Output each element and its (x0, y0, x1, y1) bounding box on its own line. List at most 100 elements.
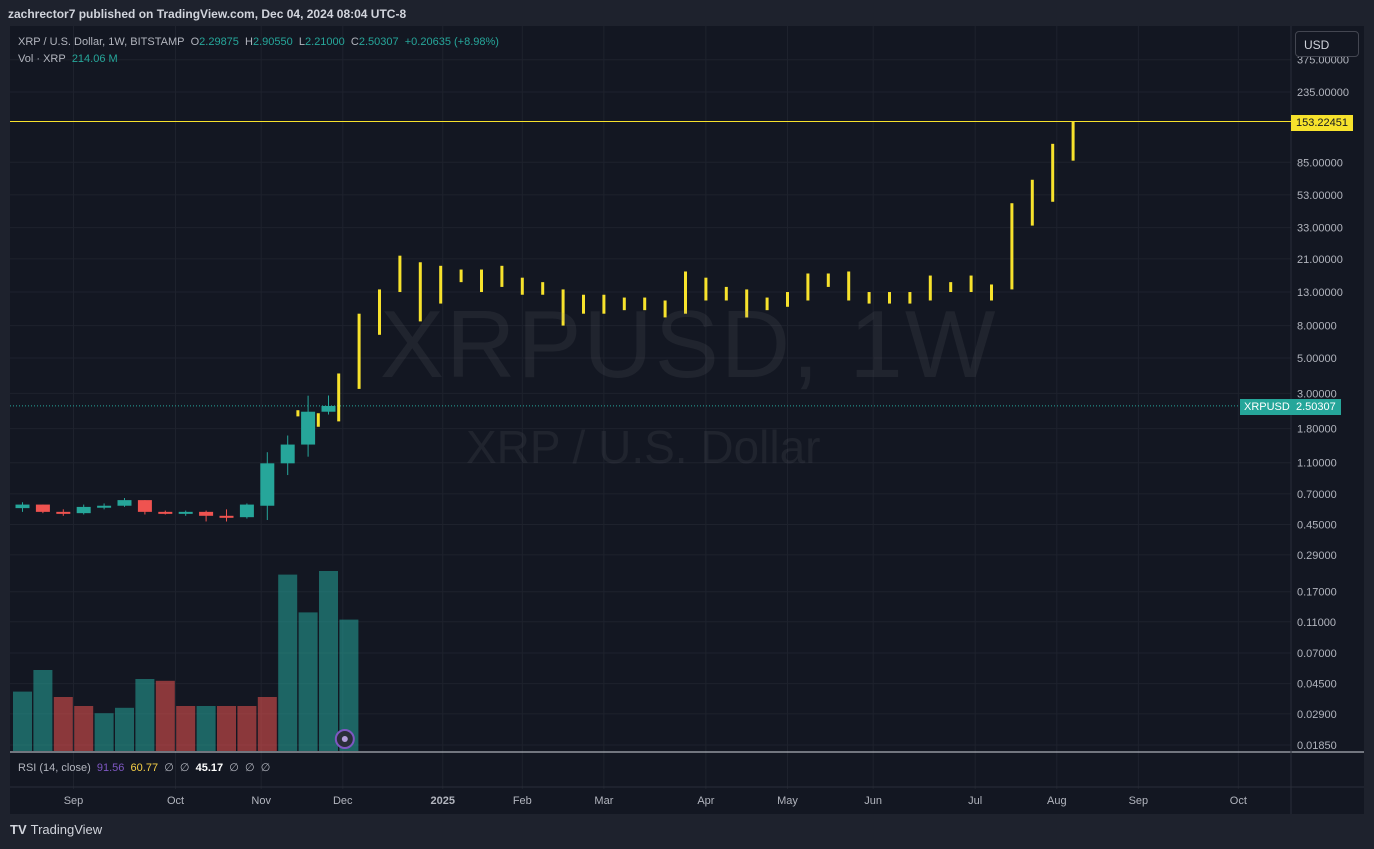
rsi-value-8: ∅ (260, 762, 271, 774)
candle-body (117, 500, 132, 506)
rsi-value-4: ∅ (179, 762, 190, 774)
rsi-legend[interactable]: RSI (14, close) 91.56 60.77 ∅ ∅ 45.17 ∅ … (18, 761, 270, 774)
price-axis-label: 8.00000 (1297, 321, 1337, 333)
projection-bar (684, 271, 687, 314)
projection-bar (888, 292, 891, 304)
brand-name: TradingView (30, 822, 103, 837)
candle-body (260, 463, 275, 506)
projection-bar (949, 282, 953, 293)
volume-bar (298, 612, 318, 751)
rsi-value-6: ∅ (229, 762, 239, 774)
price-axis-label: 0.70000 (1297, 489, 1337, 501)
projection-bar (847, 271, 851, 301)
candle-body (97, 505, 112, 508)
price-axis-label: 0.02900 (1297, 709, 1337, 721)
projection-bar (602, 294, 606, 314)
legend-high-label: H (245, 36, 253, 48)
projection-bar (398, 255, 402, 293)
projection-bar (500, 265, 504, 287)
projection-bar (745, 289, 749, 318)
volume-bar (13, 691, 32, 751)
watermark-symbol: XRPUSD, 1W (380, 291, 998, 398)
candle-body (15, 504, 30, 509)
projection-bar (296, 410, 300, 417)
projection-bar (908, 292, 912, 304)
projection-bar (969, 275, 973, 293)
projection-bar (806, 273, 810, 301)
time-axis-label: Nov (251, 795, 271, 807)
price-axis-label: 3.00000 (1297, 388, 1337, 400)
projection-bar (1051, 143, 1055, 202)
price-axis-label: 0.11000 (1297, 617, 1336, 629)
candle-body (35, 504, 50, 512)
volume-bar (33, 670, 53, 751)
legend-low-label: L (298, 36, 306, 48)
projection-bar (337, 373, 341, 422)
price-axis-label: 33.00000 (1297, 223, 1343, 235)
volume-bar (217, 706, 236, 751)
volume-bar (237, 706, 257, 751)
time-axis-label: Sep (1129, 795, 1149, 807)
projection-bar (1010, 203, 1014, 290)
time-axis-label: Feb (513, 795, 532, 807)
projection-bar (541, 282, 545, 295)
rsi-value-3: ∅ (164, 762, 174, 774)
time-axis-label: Oct (1230, 795, 1247, 807)
candle-body (76, 506, 91, 514)
price-axis-label: 1.10000 (1297, 458, 1337, 470)
price-axis-label: 85.00000 (1297, 157, 1343, 169)
time-axis-label: Mar (594, 795, 613, 807)
candle-body (280, 444, 295, 464)
time-axis-label: Jun (864, 795, 882, 807)
time-axis-label: Apr (697, 795, 714, 807)
candle-body (239, 504, 254, 518)
price-axis-label: 375.00000 (1297, 55, 1349, 67)
time-axis-label: Sep (64, 795, 84, 807)
projection-bar (663, 300, 667, 318)
volume-bar (135, 679, 155, 751)
candle-body (301, 411, 316, 445)
projection-bar (826, 273, 830, 287)
price-axis-label: 0.17000 (1297, 587, 1337, 599)
volume-bar (339, 619, 359, 751)
published-line: zachrector7 published on TradingView.com… (8, 7, 407, 21)
price-axis-label: 0.04500 (1297, 679, 1337, 691)
currency-button[interactable]: USD (1295, 31, 1359, 57)
legend-low: 2.21000 (305, 36, 345, 48)
time-axis-label: Oct (167, 795, 184, 807)
candle-body (56, 511, 71, 514)
projection-bar (357, 313, 361, 389)
volume-label: Vol · XRP (18, 53, 66, 65)
projection-bar (643, 297, 647, 311)
last-price-symbol-label: XRPUSD (1240, 399, 1294, 415)
projection-bar (316, 413, 320, 427)
projection-bar (990, 284, 993, 301)
candle-body (199, 511, 214, 516)
legend-open-label: O (190, 36, 200, 48)
projection-bar (622, 297, 626, 311)
watermark-description: XRP / U.S. Dollar (466, 421, 821, 473)
rsi-value-1: 91.56 (96, 762, 125, 774)
tradingview-brand[interactable]: TV TradingView (10, 822, 102, 837)
rsi-value-2: 60.77 (130, 762, 159, 774)
volume-bar (155, 680, 175, 751)
projection-bar (786, 292, 789, 307)
volume-legend[interactable]: Vol · XRP 214.06 M (18, 53, 118, 65)
projection-bar (867, 292, 871, 304)
volume-bar (94, 713, 114, 751)
price-legend: XRP / U.S. Dollar, 1W, BITSTAMP O2.29875… (18, 36, 499, 48)
volume-bar (319, 571, 338, 751)
rsi-label: RSI (14, close) (18, 762, 91, 774)
legend-close: 2.50307 (358, 36, 399, 48)
rsi-value-7: ∅ (245, 762, 255, 774)
volume-bar (196, 706, 216, 751)
price-chart[interactable]: 375.00000 235.00000 85.00000 53.00000 33.000… (10, 26, 1364, 814)
volume-bar (115, 707, 134, 751)
price-axis-label: 13.00000 (1297, 287, 1343, 299)
legend-symbol[interactable]: XRP / U.S. Dollar, 1W, BITSTAMP (18, 36, 185, 48)
volume-bar (176, 706, 196, 751)
price-axis-label: 53.00000 (1297, 190, 1343, 202)
time-axis-label: May (777, 795, 798, 807)
projection-bar (765, 297, 769, 311)
projection-bar (1071, 121, 1075, 161)
